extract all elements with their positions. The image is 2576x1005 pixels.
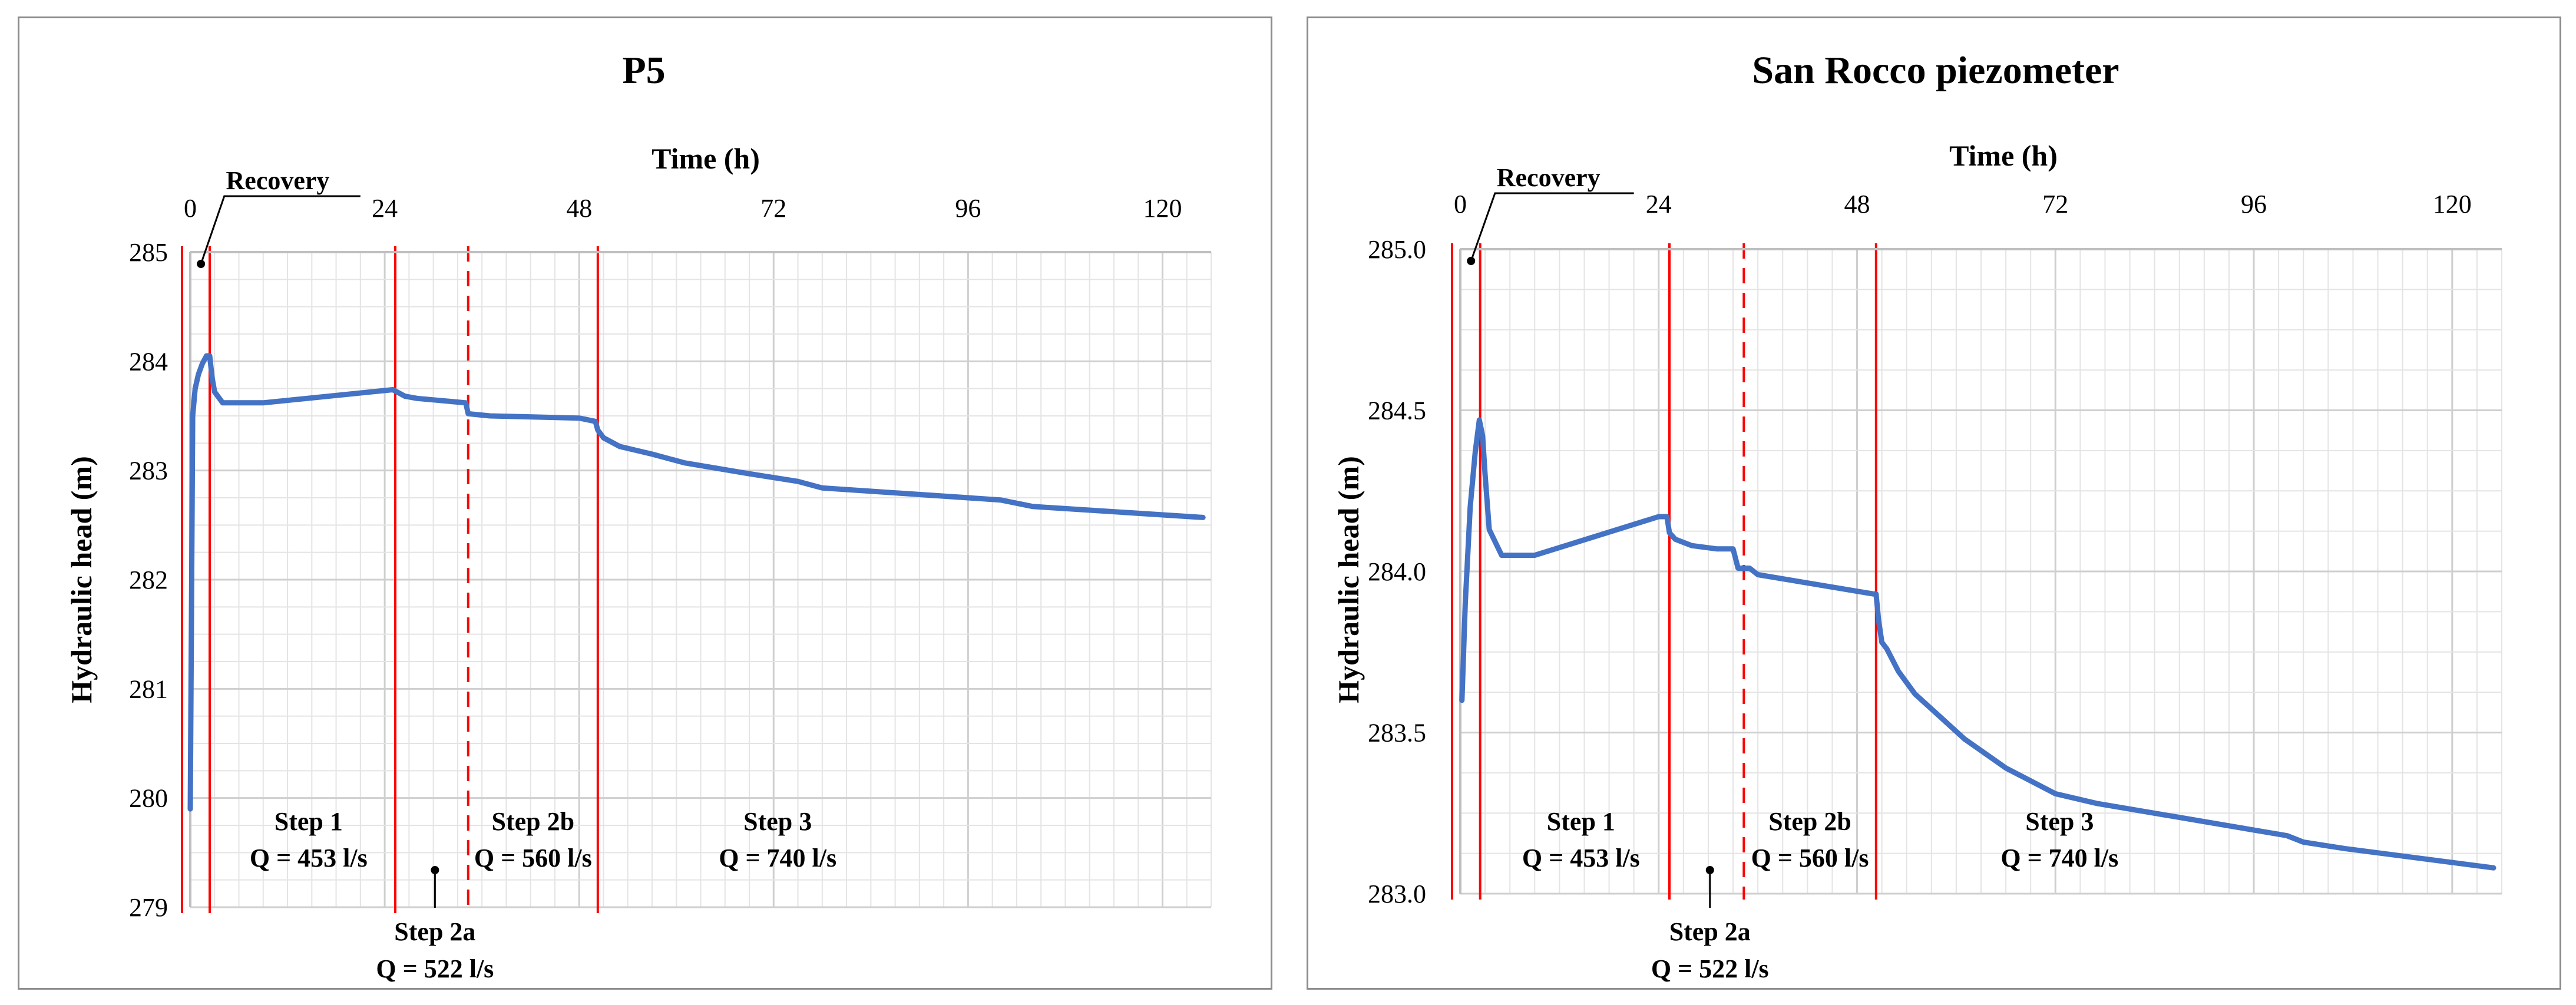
y-axis-label: Hydraulic head (m) xyxy=(1332,456,1365,703)
x-tick-label: 96 xyxy=(2241,190,2267,219)
x-tick-label: 48 xyxy=(1844,190,1870,219)
x-tick-label: 0 xyxy=(184,194,197,223)
step2b-flow: Q = 560 l/s xyxy=(474,844,592,872)
y-tick-label: 285 xyxy=(129,238,168,267)
x-axis-label: Time (h) xyxy=(1949,139,2058,172)
step2b-title: Step 2b xyxy=(1768,807,1851,836)
step2a-title: Step 2a xyxy=(1669,917,1751,946)
x-tick-label: 120 xyxy=(1143,194,1182,223)
x-tick-label: 0 xyxy=(1454,190,1467,219)
step2a-flow: Q = 522 l/s xyxy=(376,954,494,983)
step1-flow: Q = 453 l/s xyxy=(1522,844,1640,872)
x-tick-label: 48 xyxy=(566,194,592,223)
step3-flow: Q = 740 l/s xyxy=(2000,844,2118,872)
step3-title: Step 3 xyxy=(743,807,812,836)
step2b-title: Step 2b xyxy=(491,807,574,836)
series-line xyxy=(187,353,1206,812)
step1-flow: Q = 453 l/s xyxy=(250,844,368,872)
y-axis-label: Hydraulic head (m) xyxy=(65,456,98,703)
recovery-leader xyxy=(1470,192,1634,262)
chart-panel-san-rocco: San Rocco piezometer Time (h) Hydraulic he… xyxy=(1307,16,2561,990)
y-tick-label: 281 xyxy=(129,675,168,703)
step3-flow: Q = 740 l/s xyxy=(719,844,836,872)
y-tick-label: 285.0 xyxy=(1368,235,1426,264)
chart-p5: P5 Time (h) Hydraulic head (m) 0 24 48 72 96 120… xyxy=(65,49,1212,983)
step1-title: Step 1 xyxy=(1547,807,1615,836)
x-tick-label: 96 xyxy=(955,194,981,223)
step2a-flow: Q = 522 l/s xyxy=(1651,954,1769,983)
chart-title: San Rocco piezometer xyxy=(1752,49,2119,92)
x-tick-label: 72 xyxy=(760,194,786,223)
recovery-label: Recovery xyxy=(1497,163,1601,192)
recovery-label: Recovery xyxy=(226,166,330,195)
x-tick-label: 72 xyxy=(2042,190,2068,219)
y-tick-label: 284 xyxy=(129,347,168,376)
y-tick-label: 284.0 xyxy=(1368,557,1426,586)
recovery-leader xyxy=(200,195,361,265)
y-tick-label: 282 xyxy=(129,566,168,594)
y-tick-label: 280 xyxy=(129,784,168,813)
x-tick-label: 24 xyxy=(372,194,398,223)
x-tick-label: 24 xyxy=(1646,190,1672,219)
y-tick-label: 284.5 xyxy=(1368,396,1426,425)
x-axis-label: Time (h) xyxy=(652,142,760,175)
step2b-flow: Q = 560 l/s xyxy=(1751,844,1869,872)
chart-panel-p5: P5 Time (h) Hydraulic head (m) 0 24 48 72 96 120… xyxy=(18,16,1272,990)
chart-san-rocco: San Rocco piezometer Time (h) Hydraulic he… xyxy=(1332,49,2502,983)
y-tick-label: 283.5 xyxy=(1368,719,1426,748)
recovery-marker xyxy=(1467,257,1476,265)
y-tick-label: 283.0 xyxy=(1368,880,1426,908)
step2a-title: Step 2a xyxy=(394,917,475,946)
series-line xyxy=(1459,417,2496,871)
step3-title: Step 3 xyxy=(2025,807,2094,836)
chart-title: P5 xyxy=(622,49,665,92)
step1-title: Step 1 xyxy=(275,807,343,836)
x-tick-label: 120 xyxy=(2433,190,2472,219)
y-tick-label: 283 xyxy=(129,457,168,485)
y-tick-label: 279 xyxy=(129,893,168,922)
